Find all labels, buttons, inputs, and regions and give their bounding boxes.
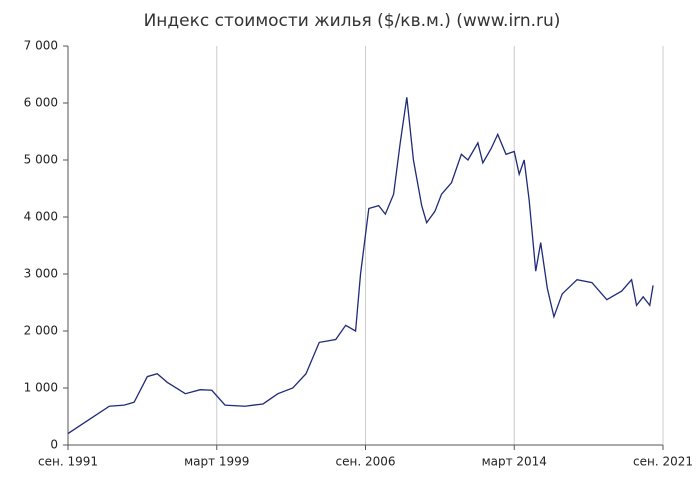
- y-tick-label: 7 000: [24, 39, 58, 53]
- y-tick-label: 5 000: [24, 153, 58, 167]
- x-tick-label: март 2014: [482, 455, 547, 469]
- line: [67, 97, 654, 435]
- x-tick-label: сен. 2021: [633, 455, 693, 469]
- chart-title: Индекс стоимости жилья ($/кв.м.) (www.ir…: [144, 11, 561, 31]
- y-tick-label: 2 000: [24, 324, 58, 338]
- x-tick-label: сен. 1991: [38, 455, 98, 469]
- y-tick-label: 6 000: [24, 96, 58, 110]
- y-tick-label: 4 000: [24, 210, 58, 224]
- x-tick-label: март 1999: [184, 455, 249, 469]
- x-tick-label: сен. 2006: [336, 455, 396, 469]
- y-tick-label: 3 000: [24, 267, 58, 281]
- y-tick-label: 1 000: [24, 381, 58, 395]
- y-tick-label: 0: [50, 438, 58, 452]
